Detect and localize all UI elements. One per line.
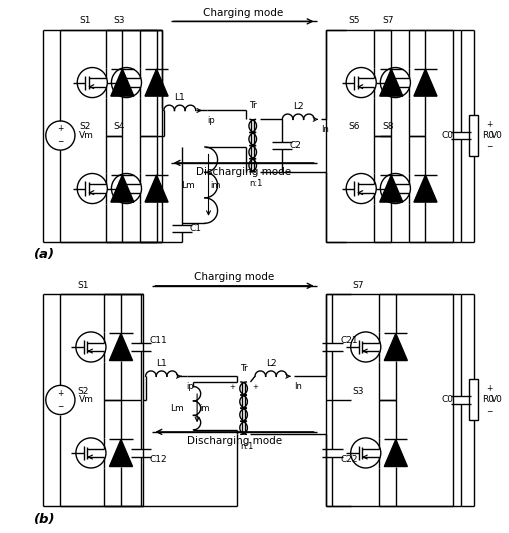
Text: L2: L2 — [265, 359, 276, 368]
Polygon shape — [384, 334, 407, 360]
Bar — [468, 379, 477, 421]
Text: C0: C0 — [440, 395, 453, 405]
Text: +: + — [57, 389, 64, 398]
Polygon shape — [110, 175, 134, 202]
Text: C21: C21 — [340, 336, 358, 345]
Text: V0: V0 — [490, 131, 502, 140]
Polygon shape — [379, 69, 402, 96]
Text: Discharging mode: Discharging mode — [195, 166, 291, 176]
Text: im: im — [199, 403, 209, 413]
Polygon shape — [109, 334, 132, 360]
Text: S3: S3 — [352, 387, 363, 396]
Text: S1: S1 — [77, 281, 89, 290]
Text: S7: S7 — [352, 281, 363, 290]
Text: −: − — [486, 407, 492, 416]
Text: +: + — [486, 384, 492, 393]
Text: L2: L2 — [292, 102, 303, 111]
Text: C22: C22 — [340, 455, 357, 464]
Polygon shape — [109, 439, 132, 466]
Text: S1: S1 — [79, 17, 90, 26]
Polygon shape — [413, 69, 436, 96]
Text: Vm: Vm — [78, 131, 93, 140]
Text: −: − — [57, 138, 64, 147]
Text: S4: S4 — [113, 123, 124, 132]
Text: Tr: Tr — [248, 101, 256, 110]
Text: Vm: Vm — [78, 395, 93, 405]
Polygon shape — [110, 69, 134, 96]
Text: C1: C1 — [189, 224, 201, 233]
Text: S7: S7 — [381, 17, 393, 26]
Text: R0: R0 — [481, 131, 493, 140]
Text: +: + — [251, 384, 258, 391]
Text: Lm: Lm — [169, 403, 183, 413]
Text: C0: C0 — [440, 131, 453, 140]
Text: S8: S8 — [381, 123, 393, 132]
Text: L1: L1 — [156, 359, 166, 368]
Text: +: + — [57, 125, 64, 133]
Polygon shape — [413, 175, 436, 202]
Text: S2: S2 — [77, 387, 89, 396]
Text: In: In — [321, 125, 329, 134]
Text: S2: S2 — [79, 123, 90, 132]
Text: n:1: n:1 — [240, 442, 253, 451]
Text: S3: S3 — [113, 17, 125, 26]
Text: S6: S6 — [347, 123, 359, 132]
Text: C2: C2 — [289, 141, 301, 150]
Text: Discharging mode: Discharging mode — [187, 435, 281, 446]
Text: (a): (a) — [34, 248, 55, 261]
Polygon shape — [379, 175, 402, 202]
Text: ip: ip — [186, 382, 194, 391]
Text: −: − — [486, 142, 492, 151]
Text: S5: S5 — [347, 17, 359, 26]
Text: +: + — [229, 384, 235, 391]
Text: C11: C11 — [149, 336, 166, 345]
Text: Tr: Tr — [239, 364, 247, 373]
Text: im: im — [210, 181, 220, 190]
Text: ip: ip — [207, 116, 214, 125]
Polygon shape — [145, 175, 168, 202]
Text: C12: C12 — [149, 455, 166, 464]
Text: n:1: n:1 — [249, 179, 263, 188]
Text: V0: V0 — [490, 395, 502, 405]
Polygon shape — [384, 439, 407, 466]
Text: In: In — [294, 382, 301, 391]
Text: Charging mode: Charging mode — [203, 7, 283, 18]
Polygon shape — [145, 69, 168, 96]
Text: Charging mode: Charging mode — [194, 272, 274, 282]
Text: (b): (b) — [34, 513, 55, 526]
Text: L1: L1 — [174, 93, 185, 102]
Bar — [468, 115, 477, 156]
Text: R0: R0 — [481, 395, 493, 405]
Text: Lm: Lm — [181, 181, 194, 190]
Text: +: + — [486, 119, 492, 128]
Text: −: − — [57, 402, 64, 411]
